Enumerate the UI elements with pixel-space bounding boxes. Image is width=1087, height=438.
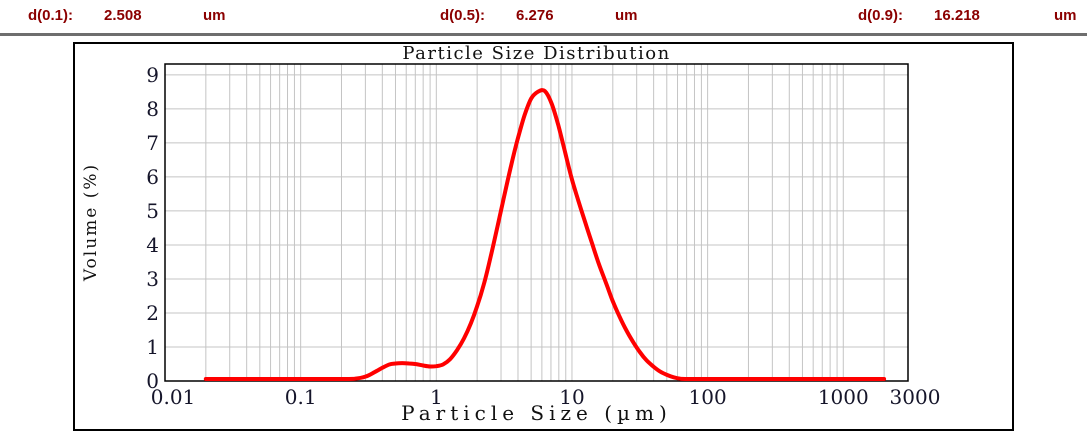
y-tick-label: 2 xyxy=(146,301,159,325)
y-tick-label: 0 xyxy=(146,369,159,393)
stat-d90-label: d(0.9): xyxy=(858,7,903,24)
y-tick-label: 7 xyxy=(146,131,159,155)
stat-d10: d(0.1): 2.508 um xyxy=(28,7,226,24)
chart-frame: 0 1 2 3 4 5 6 7 8 9 0.01 0.1 1 10 100 1000 3000 Particle… xyxy=(73,42,1014,431)
stat-d90-value: 16.218 xyxy=(934,7,980,24)
y-tick-label: 5 xyxy=(146,199,159,223)
stat-d90: d(0.9): 16.218 um xyxy=(858,7,1077,24)
y-tick-label: 3 xyxy=(146,267,159,291)
stat-d10-unit: um xyxy=(203,7,226,24)
y-tick-label: 1 xyxy=(146,335,159,359)
distribution-curve xyxy=(203,88,887,381)
stat-d10-label: d(0.1): xyxy=(28,7,73,24)
stat-d50-label: d(0.5): xyxy=(440,7,485,24)
x-tick-label: 10 xyxy=(559,385,584,409)
plot-area: 0 1 2 3 4 5 6 7 8 9 0.01 0.1 1 10 100 1000 3000 xyxy=(146,63,941,409)
x-tick-label: 100 xyxy=(689,385,727,409)
x-tick-label: 0.1 xyxy=(285,385,317,409)
x-axis-title: Particle Size (µm) xyxy=(401,401,672,425)
header-separator-line xyxy=(0,33,1087,36)
y-axis-title: Volume (%) xyxy=(81,162,101,282)
stat-d50: d(0.5): 6.276 um xyxy=(440,7,638,24)
x-tick-label: 1000 xyxy=(818,385,869,409)
stat-d90-unit: um xyxy=(1054,7,1077,24)
chart-title: Particle Size Distribution xyxy=(402,43,671,64)
percentile-stats-row: d(0.1): 2.508 um d(0.5): 6.276 um d(0.9): 16.… xyxy=(0,0,1087,33)
x-tick-label: 1 xyxy=(430,385,443,409)
y-tick-label: 6 xyxy=(146,165,159,189)
y-tick-label: 8 xyxy=(146,97,159,121)
x-tick-label: 0.01 xyxy=(151,385,196,409)
y-tick-label: 4 xyxy=(146,233,159,257)
stat-d50-value: 6.276 xyxy=(516,7,554,24)
x-tick-label: 3000 xyxy=(890,385,941,409)
stat-d50-unit: um xyxy=(615,7,638,24)
stat-d10-value: 2.508 xyxy=(104,7,142,24)
y-tick-label: 9 xyxy=(146,63,159,87)
